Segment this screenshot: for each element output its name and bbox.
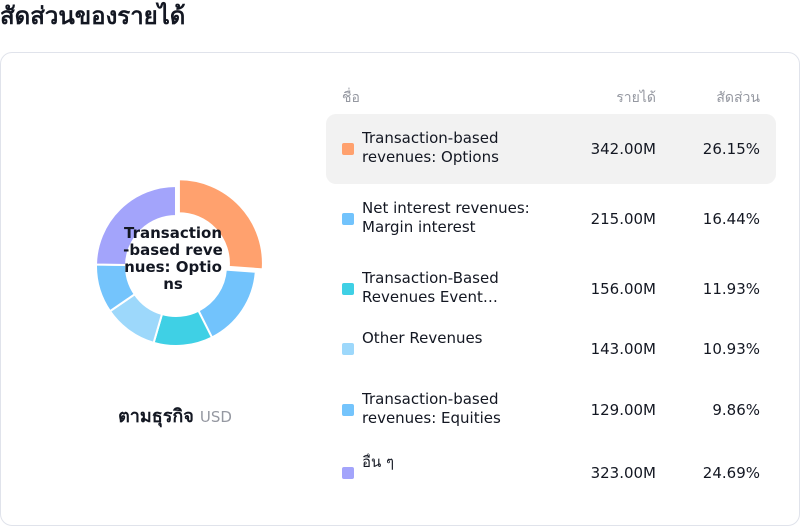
- row-revenue: 143.00M: [590, 340, 656, 358]
- column-header-revenue: รายได้: [616, 90, 656, 106]
- caption-title: ตามธุรกิจ: [118, 406, 194, 427]
- row-share: 10.93%: [702, 340, 760, 358]
- legend-swatch: [342, 283, 354, 295]
- row-share: 11.93%: [702, 280, 760, 298]
- table-header: ชื่อ รายได้ สัดส่วน: [326, 87, 776, 107]
- legend-swatch: [342, 343, 354, 355]
- row-name: อื่น ๆ: [362, 453, 395, 471]
- revenue-row[interactable]: Transaction-based revenues: Equities 129.…: [326, 375, 776, 445]
- legend-swatch: [342, 213, 354, 225]
- donut-center-label: Transaction-based revenues: Options: [123, 224, 223, 293]
- row-name: Transaction-based revenues: Equities: [362, 390, 501, 427]
- row-revenue: 342.00M: [590, 140, 656, 158]
- row-name: Transaction-Based Revenues Event…: [362, 269, 499, 306]
- column-header-name: ชื่อ: [342, 90, 360, 106]
- revenue-row[interactable]: Net interest revenues: Margin interest 21…: [326, 184, 776, 254]
- revenue-breakdown-card: Transaction-based revenues: Options ตามธ…: [0, 52, 800, 526]
- revenue-row[interactable]: Other Revenues 143.00M 10.93%: [326, 314, 776, 384]
- row-share: 24.69%: [702, 464, 760, 482]
- page-title: สัดส่วนของรายได้: [0, 2, 186, 30]
- row-share: 9.86%: [712, 401, 760, 419]
- donut-slice[interactable]: [177, 178, 264, 271]
- row-revenue: 156.00M: [590, 280, 656, 298]
- caption-unit: USD: [199, 408, 232, 426]
- legend-swatch: [342, 404, 354, 416]
- chart-caption: ตามธุรกิจ USD: [1, 401, 349, 430]
- row-revenue: 215.00M: [590, 210, 656, 228]
- revenue-row[interactable]: อื่น ๆ 323.00M 24.69%: [326, 438, 776, 508]
- legend-swatch: [342, 467, 354, 479]
- row-name: Net interest revenues: Margin interest: [362, 199, 530, 236]
- column-header-share: สัดส่วน: [716, 90, 760, 106]
- revenue-row[interactable]: Transaction-Based Revenues Event… 156.00M…: [326, 254, 776, 324]
- donut-slice[interactable]: [94, 184, 177, 267]
- legend-swatch: [342, 143, 354, 155]
- row-share: 26.15%: [702, 140, 760, 158]
- donut-svg: [94, 178, 264, 347]
- row-share: 16.44%: [702, 210, 760, 228]
- row-name: Transaction-based revenues: Options: [362, 129, 499, 166]
- donut-chart: Transaction-based revenues: Options: [93, 173, 269, 349]
- revenue-row[interactable]: Transaction-based revenues: Options 342.0…: [326, 114, 776, 184]
- row-revenue: 129.00M: [590, 401, 656, 419]
- row-name: Other Revenues: [362, 329, 483, 347]
- row-revenue: 323.00M: [590, 464, 656, 482]
